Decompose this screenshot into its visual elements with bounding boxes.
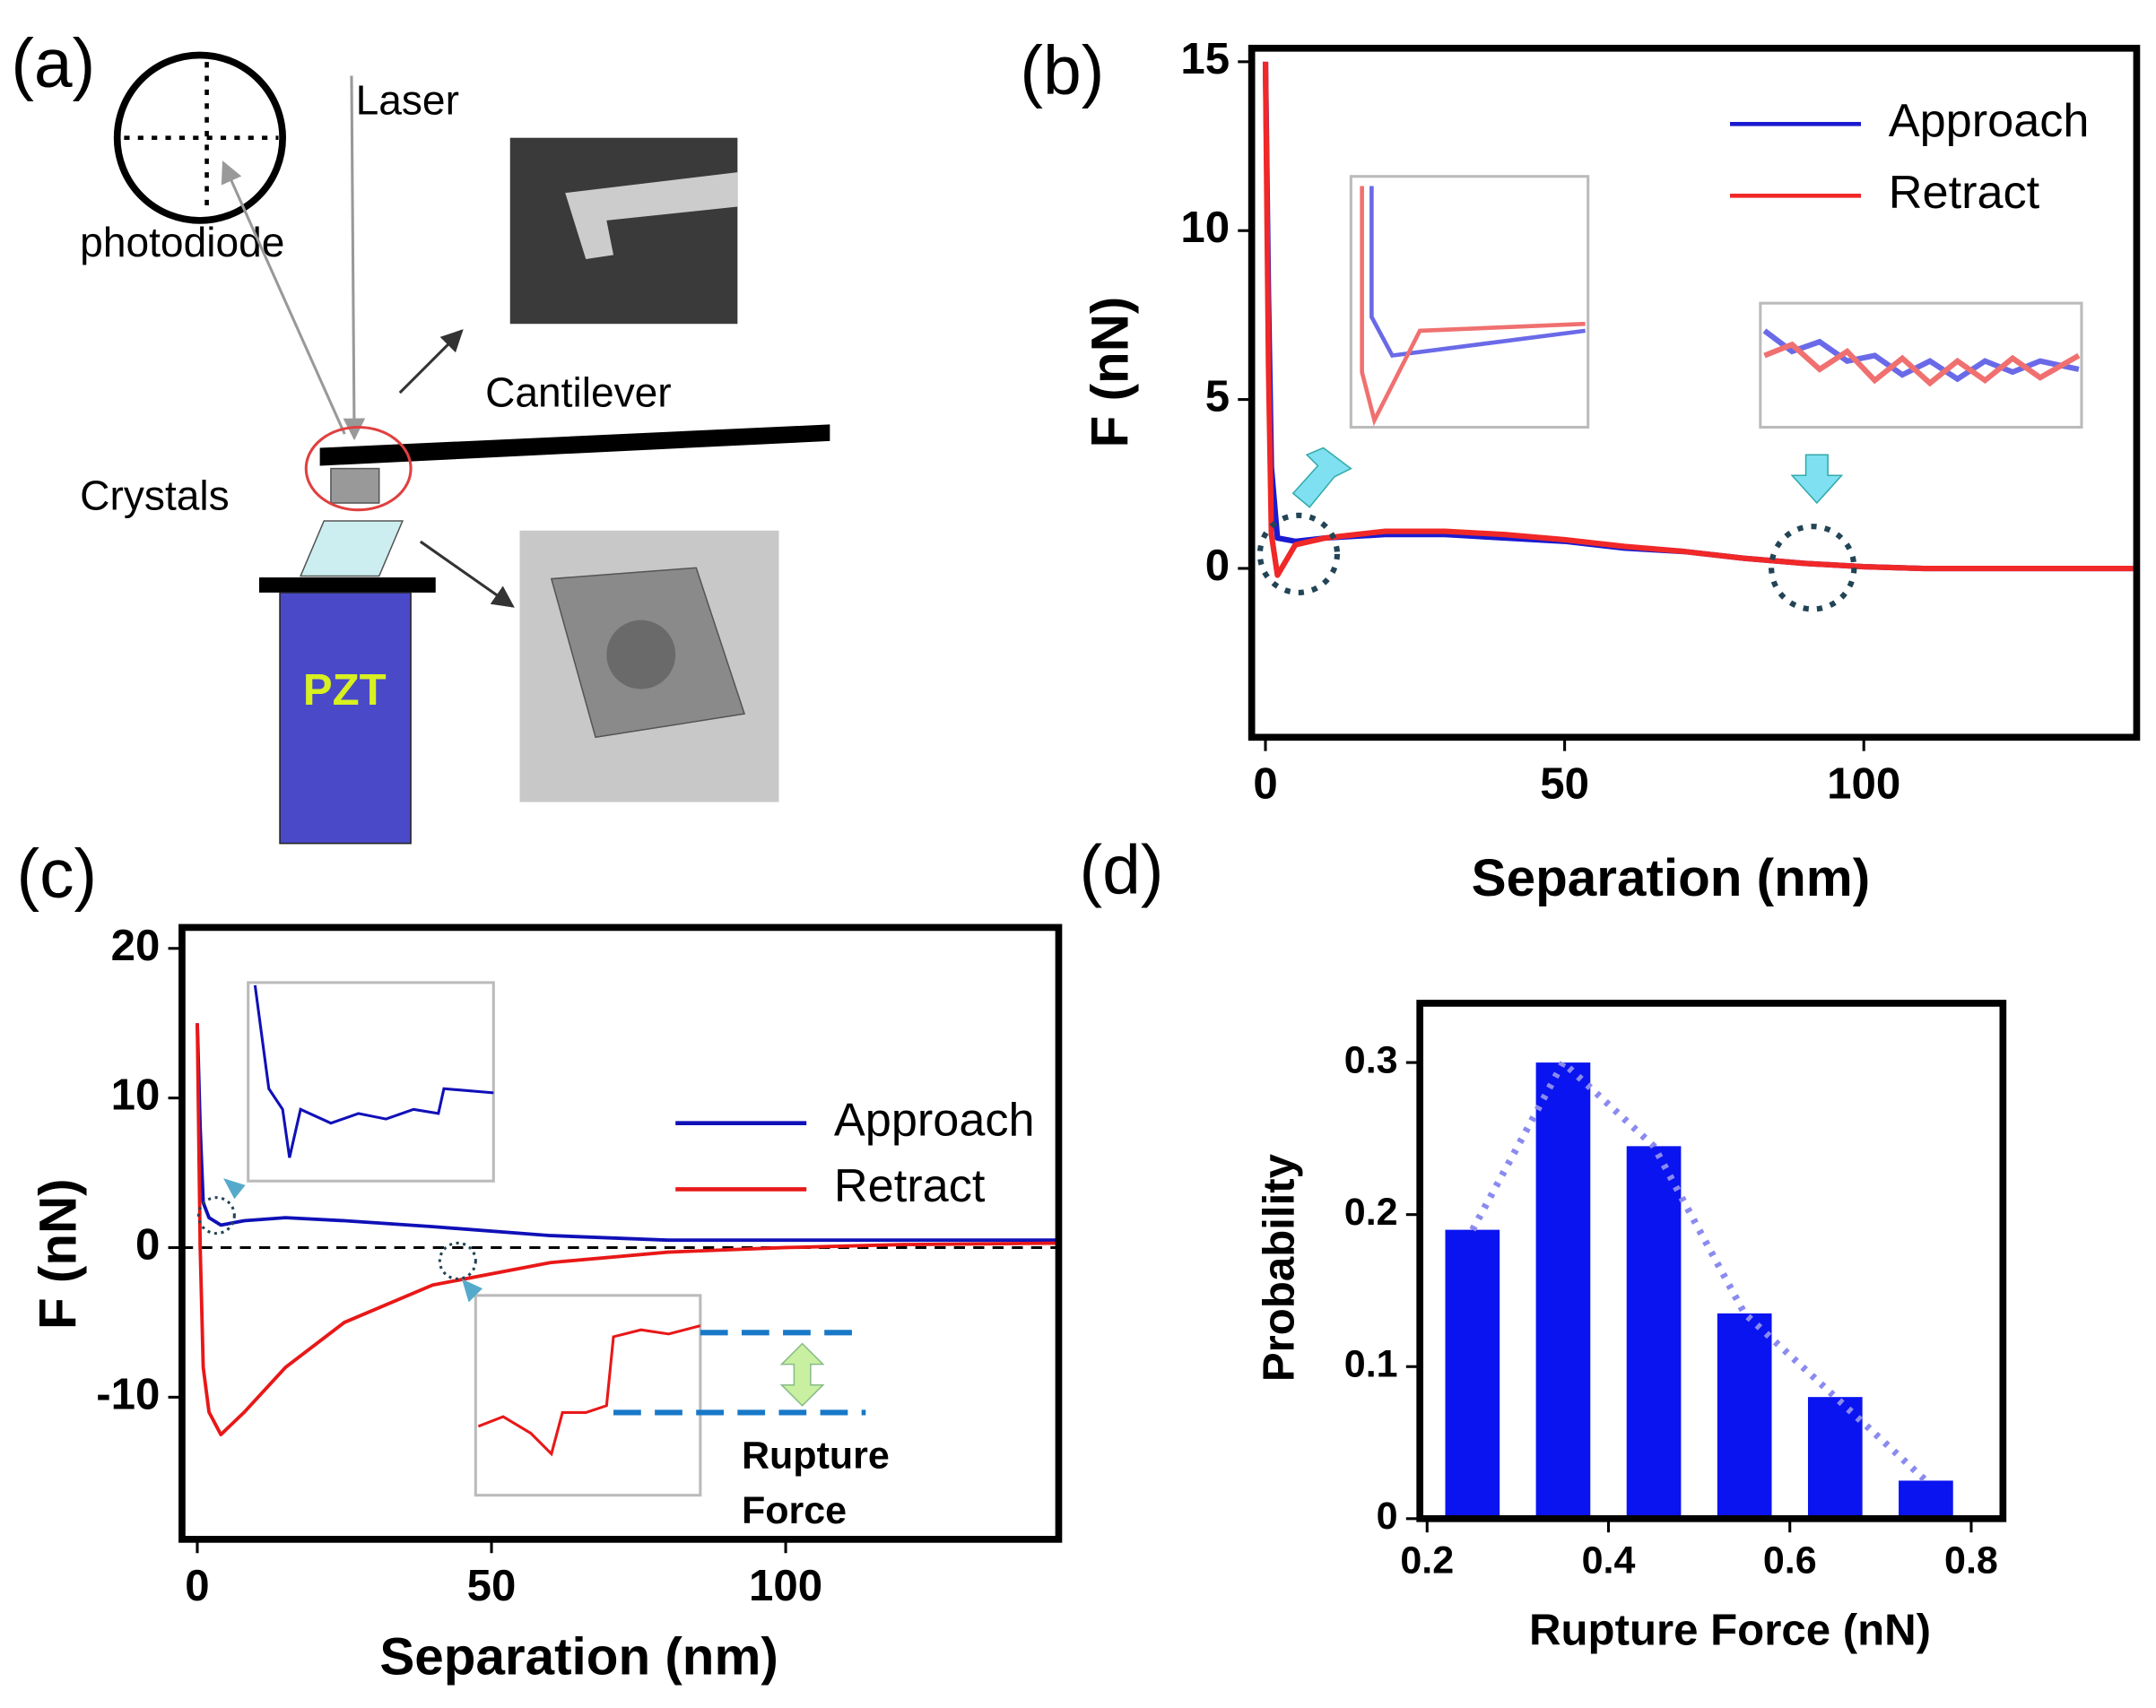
label: photodiode	[80, 219, 284, 265]
x-axis-title: Separation (nm)	[379, 1628, 778, 1686]
sem-image	[509, 137, 738, 325]
diagram: (a) Laser photodiode Cantilever Crystals…	[11, 25, 830, 845]
y-tick-label: 0.1	[1344, 1343, 1398, 1386]
inset-curve	[253, 984, 494, 1158]
double-arrow	[779, 1342, 825, 1407]
crystal	[330, 467, 380, 504]
plot-frame	[1416, 1000, 2007, 1522]
panel-label: (d)	[1080, 831, 1164, 908]
label: Cantilever	[485, 368, 672, 415]
line-series	[196, 1023, 1056, 1436]
legend-label: Approach	[834, 1094, 1035, 1146]
y-tick-label: 0.3	[1344, 1038, 1398, 1081]
y-tick-label: 15	[1180, 34, 1230, 83]
bar	[1626, 1146, 1682, 1519]
y-tick-label: 10	[111, 1071, 161, 1120]
highlight	[304, 425, 413, 512]
bar	[1717, 1313, 1772, 1519]
cantilever	[319, 424, 830, 466]
inset	[247, 981, 495, 1183]
arrow	[398, 329, 464, 394]
y-tick-label: 10	[1180, 203, 1230, 252]
legend-label: Retract	[1889, 167, 2040, 219]
photodiode-icon	[113, 51, 286, 224]
x-tick-label: 50	[1540, 759, 1589, 809]
insets	[196, 175, 2083, 1497]
y-tick-label: -10	[96, 1369, 160, 1418]
x-axis-title: Rupture Force (nN)	[1529, 1605, 1931, 1654]
arrow	[419, 540, 515, 608]
line-series	[196, 1023, 1056, 1243]
y-tick-label: 0.2	[1344, 1191, 1398, 1234]
annotation: Force	[742, 1489, 847, 1532]
bar	[1899, 1480, 1953, 1519]
inset-curve	[1360, 186, 1586, 427]
crystal-spot	[606, 620, 676, 689]
reflected-beam	[221, 160, 346, 435]
panel-label: (b)	[1020, 32, 1104, 109]
bar	[1535, 1062, 1591, 1519]
label: Laser	[356, 76, 459, 123]
pointer-arrow	[223, 1178, 246, 1200]
legend-label: Retract	[834, 1160, 986, 1212]
plot-frame	[178, 923, 1063, 1543]
bar	[1807, 1397, 1863, 1519]
crystal-sample	[299, 520, 404, 577]
legend-label: Approach	[1889, 95, 2090, 147]
laser-beam	[343, 75, 366, 441]
trend-line	[1469, 1056, 1929, 1484]
inset-curve	[1763, 341, 2081, 387]
y-tick-label: 20	[111, 921, 161, 970]
inset	[474, 1294, 702, 1497]
x-tick-label: 0.4	[1582, 1539, 1636, 1582]
pointer-arrow	[1291, 447, 1352, 508]
highlight-circle	[1769, 524, 1857, 612]
x-tick-label: 0	[1253, 759, 1277, 809]
y-axis-title: Probability	[1254, 1153, 1303, 1382]
x-tick-label: 100	[1827, 759, 1900, 809]
x-tick-label: 100	[749, 1561, 822, 1610]
x-tick-label: 0.2	[1400, 1539, 1454, 1582]
inset-curve	[477, 1324, 701, 1457]
plot-frame	[1248, 44, 2141, 741]
panel-label: (c)	[16, 836, 97, 913]
annotation: Rupture	[742, 1435, 890, 1478]
bar	[1445, 1229, 1500, 1519]
pointer-arrow	[1790, 454, 1844, 505]
inset	[1349, 175, 1590, 429]
x-tick-label: 0	[185, 1561, 209, 1610]
highlight-circle	[196, 1196, 236, 1235]
y-tick-label: 0	[1205, 541, 1230, 590]
x-tick-label: 0.6	[1763, 1539, 1817, 1582]
sem-tip	[565, 172, 738, 259]
label: PZT	[303, 665, 387, 715]
x-tick-label: 50	[467, 1561, 517, 1610]
pzt	[279, 592, 412, 845]
y-axis-title: F (nN)	[30, 1178, 88, 1330]
x-tick-label: 0.8	[1944, 1539, 1998, 1582]
line-series	[1262, 61, 2134, 578]
y-axis-title: F (nN)	[1081, 297, 1139, 448]
stage	[259, 577, 436, 593]
x-axis-title: Separation (nm)	[1472, 849, 1870, 907]
y-tick-label: 0	[135, 1219, 160, 1269]
highlight-circle	[1256, 512, 1341, 595]
y-tick-label: 5	[1205, 372, 1230, 421]
y-tick-label: 0	[1377, 1495, 1398, 1538]
highlight-circle	[438, 1241, 477, 1280]
panel-label: (a)	[11, 25, 95, 102]
label: Crystals	[80, 473, 230, 519]
inset-curve	[1369, 186, 1586, 359]
